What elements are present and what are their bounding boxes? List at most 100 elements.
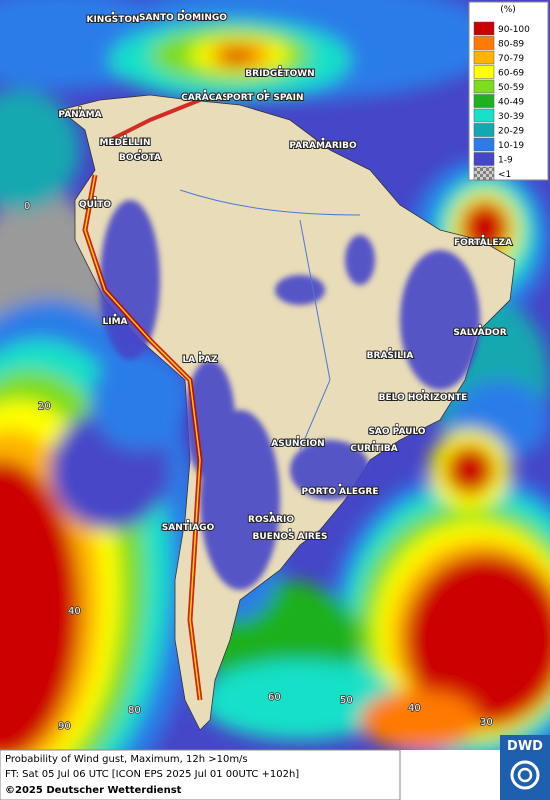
legend-title: (%) bbox=[500, 5, 516, 15]
city-marker bbox=[320, 136, 326, 142]
legend-label: 80-89 bbox=[498, 40, 524, 50]
city-marker bbox=[202, 88, 208, 94]
grid-label: 20 bbox=[38, 401, 51, 412]
legend-label: 30-39 bbox=[498, 112, 524, 122]
city-label: SANTO DOMINGO bbox=[139, 13, 227, 23]
legend-swatch bbox=[473, 94, 495, 108]
forecast-time: FT: Sat 05 Jul 06 UTC [ICON EPS 2025 Jul… bbox=[5, 769, 299, 780]
city-label: CARACAS bbox=[181, 93, 229, 103]
legend-label: 70-79 bbox=[498, 54, 524, 64]
city-marker bbox=[277, 64, 283, 70]
field-area bbox=[360, 690, 480, 750]
grid-label: 60 bbox=[268, 692, 281, 703]
city-marker bbox=[197, 350, 203, 356]
grid-label: 0 bbox=[24, 201, 30, 212]
legend-swatch bbox=[473, 166, 495, 181]
city-label: SALVADOR bbox=[453, 328, 506, 338]
legend-swatch bbox=[473, 123, 495, 137]
grid-label: 90 bbox=[58, 721, 71, 732]
legend-label: 60-69 bbox=[498, 69, 524, 79]
legend-label: 50-59 bbox=[498, 83, 524, 93]
city-label: PANAMA bbox=[58, 110, 101, 120]
legend-swatch bbox=[473, 50, 495, 65]
city-marker bbox=[420, 388, 426, 394]
city-marker bbox=[287, 527, 293, 533]
rivers bbox=[179, 189, 361, 451]
logo-swirl bbox=[510, 760, 540, 790]
city-label: FORTALEZA bbox=[454, 238, 512, 248]
legend-swatch bbox=[473, 137, 495, 152]
city-label: ASUNCION bbox=[271, 439, 324, 449]
city-marker bbox=[480, 233, 486, 239]
field-area bbox=[220, 50, 250, 66]
legend-swatch bbox=[473, 21, 495, 36]
grid-label: 40 bbox=[68, 606, 81, 617]
andes-ridge bbox=[84, 174, 201, 701]
field-area bbox=[90, 350, 190, 450]
copyright: ©2025 Deutscher Wetterdienst bbox=[5, 785, 182, 796]
city-marker bbox=[268, 510, 274, 516]
grid-label: 80 bbox=[128, 705, 141, 716]
northern-andes bbox=[109, 98, 201, 142]
city-label: BUENOS AIRES bbox=[253, 532, 328, 542]
legend-swatch bbox=[473, 65, 495, 79]
city-label: SAO PAULO bbox=[368, 427, 425, 437]
legend: (%) 90-100 80-89 70-79 60-69 50-59 40-49 30-39… bbox=[468, 1, 549, 181]
footer: Probability of Wind gust, Maximum, 12h >… bbox=[0, 735, 550, 800]
legend-swatch bbox=[473, 108, 495, 123]
city-label: PARAMARIBO bbox=[289, 141, 357, 151]
city-label: SANTIAGO bbox=[162, 523, 215, 533]
legend-label: 90-100 bbox=[498, 25, 530, 35]
grid-label: 40 bbox=[408, 703, 421, 714]
city-label: BOGOTA bbox=[119, 153, 161, 163]
legend-label: 1-9 bbox=[498, 156, 513, 166]
legend-label: 10-19 bbox=[498, 141, 524, 151]
logo-text: DWD bbox=[507, 739, 543, 754]
legend-swatch bbox=[473, 152, 495, 166]
land-mass bbox=[59, 94, 516, 731]
city-marker bbox=[387, 346, 393, 352]
labels: KINGSTON SANTO DOMINGO BRIDGETOWN CARACASPO… bbox=[23, 8, 513, 733]
legend-swatch bbox=[473, 36, 495, 50]
field-area bbox=[200, 660, 400, 740]
city-label: BRASILIA bbox=[367, 351, 414, 361]
legend-label: 20-29 bbox=[498, 127, 524, 137]
field-area bbox=[405, 554, 550, 726]
field-area bbox=[0, 460, 80, 750]
city-marker bbox=[77, 105, 83, 111]
product-name: Probability of Wind gust, Maximum, 12h >… bbox=[5, 754, 248, 765]
city-marker bbox=[185, 518, 191, 524]
city-label: LIMA bbox=[102, 317, 127, 327]
city-label: PORT OF SPAIN bbox=[226, 93, 303, 103]
city-marker bbox=[112, 312, 118, 318]
continent bbox=[59, 94, 516, 731]
city-marker bbox=[180, 8, 186, 14]
city-label: BELO HORIZONTE bbox=[379, 393, 468, 403]
legend-label: <1 bbox=[498, 170, 511, 180]
city-marker bbox=[92, 195, 98, 201]
legend-label: 40-49 bbox=[498, 98, 524, 108]
city-marker bbox=[122, 133, 128, 139]
land-wind-patches bbox=[100, 200, 480, 590]
city-label: ROSARIO bbox=[248, 515, 294, 525]
city-label: LA PAZ bbox=[182, 355, 218, 365]
city-label: BRIDGETOWN bbox=[245, 69, 314, 79]
footer-box bbox=[0, 749, 401, 800]
city-marker bbox=[295, 434, 301, 440]
city-label: MEDELLIN bbox=[99, 138, 150, 148]
city-marker bbox=[262, 88, 268, 94]
field-area bbox=[0, 90, 80, 210]
legend-swatch bbox=[473, 79, 495, 94]
city-marker bbox=[477, 323, 483, 329]
city-marker bbox=[371, 439, 377, 445]
city-label: KINGSTON bbox=[86, 15, 139, 25]
city-marker bbox=[394, 422, 400, 428]
city-label: QUITO bbox=[79, 200, 111, 210]
city-marker bbox=[110, 10, 116, 16]
city-label: CURITIBA bbox=[350, 444, 398, 454]
field-area bbox=[445, 445, 495, 495]
city-marker bbox=[337, 482, 343, 488]
grid-label: 30 bbox=[480, 717, 493, 728]
